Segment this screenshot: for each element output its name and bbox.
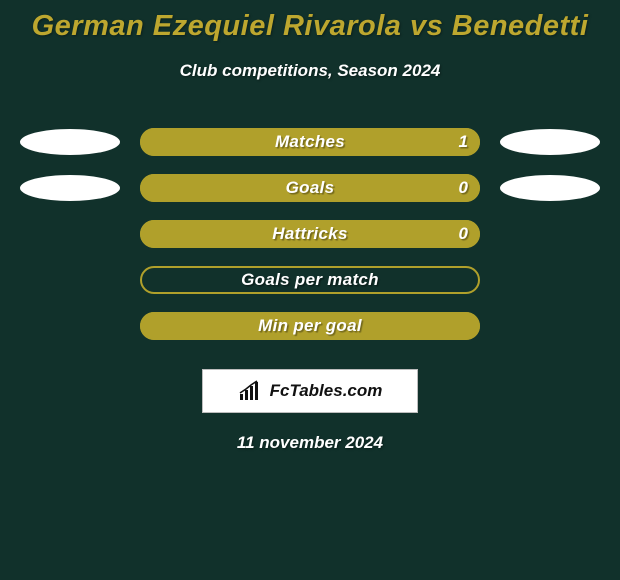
left-oval [20,175,120,201]
card-title: German Ezequiel Rivarola vs Benedetti [0,0,620,43]
bar-value: 1 [459,128,468,156]
stat-bar: Goals0 [140,174,480,202]
bar-value: 0 [459,220,468,248]
comparison-card: German Ezequiel Rivarola vs Benedetti Cl… [0,0,620,580]
stat-bar: Min per goal [140,312,480,340]
stat-row: Matches1 [0,119,620,165]
right-oval [500,221,600,247]
left-oval [20,129,120,155]
brand-text: FcTables.com [270,381,383,401]
stat-row: Goals0 [0,165,620,211]
stat-bar: Hattricks0 [140,220,480,248]
bar-label: Goals per match [140,266,480,294]
bar-label: Matches [140,128,480,156]
bar-label: Min per goal [140,312,480,340]
right-oval [500,267,600,293]
bar-label: Hattricks [140,220,480,248]
right-oval [500,129,600,155]
stat-bar: Goals per match [140,266,480,294]
stat-row: Hattricks0 [0,211,620,257]
right-oval [500,175,600,201]
card-subtitle: Club competitions, Season 2024 [0,61,620,81]
left-oval [20,267,120,293]
right-oval [500,313,600,339]
stat-row: Goals per match [0,257,620,303]
left-oval [20,313,120,339]
bar-value: 0 [459,174,468,202]
stat-bar: Matches1 [140,128,480,156]
date-line: 11 november 2024 [0,433,620,453]
stat-row: Min per goal [0,303,620,349]
chart-bars-icon [238,380,266,402]
bar-label: Goals [140,174,480,202]
brand-box[interactable]: FcTables.com [202,369,418,413]
stat-rows: Matches1Goals0Hattricks0Goals per matchM… [0,119,620,349]
left-oval [20,221,120,247]
